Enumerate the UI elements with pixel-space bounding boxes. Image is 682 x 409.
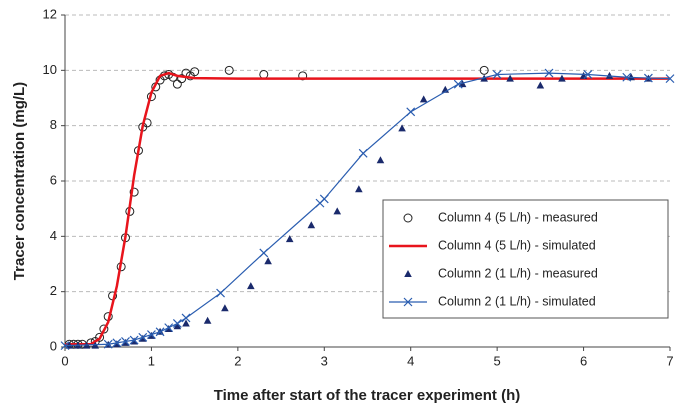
point <box>627 73 635 81</box>
y-tick-label: 2 <box>50 283 57 298</box>
x-axis-title: Time after start of the tracer experimen… <box>214 387 520 404</box>
point <box>307 221 316 229</box>
point <box>181 313 191 323</box>
point <box>398 124 406 132</box>
x-tick-label: 6 <box>580 353 587 368</box>
point <box>506 74 514 82</box>
y-tick-label: 12 <box>43 6 57 21</box>
point <box>221 304 229 312</box>
y-tick-label: 6 <box>50 172 57 187</box>
point <box>121 337 130 346</box>
point <box>129 335 139 345</box>
point <box>536 81 545 89</box>
y-axis-title: Tracer concentration (mg/L) <box>11 82 28 280</box>
point <box>544 68 554 78</box>
legend-label: Column 4 (5 L/h) - simulated <box>438 238 596 252</box>
point <box>172 319 182 328</box>
x-tick-label: 7 <box>666 353 673 368</box>
y-tick-label: 10 <box>43 62 57 77</box>
point <box>643 73 653 83</box>
x-tick-label: 3 <box>321 353 328 368</box>
series-line <box>65 71 670 346</box>
point <box>164 323 174 333</box>
point <box>622 72 632 82</box>
y-tick-label: 0 <box>50 338 57 353</box>
point <box>129 187 139 197</box>
point <box>155 327 165 337</box>
point <box>355 185 363 193</box>
point <box>264 257 272 265</box>
point <box>112 338 122 348</box>
x-tick-label: 1 <box>148 353 155 368</box>
point <box>147 330 156 339</box>
point <box>182 319 190 327</box>
point <box>319 194 329 204</box>
point <box>60 341 70 351</box>
point <box>216 288 225 298</box>
point <box>376 156 385 164</box>
point <box>583 70 593 79</box>
point <box>358 148 368 158</box>
y-tick-label: 8 <box>50 117 57 132</box>
point <box>138 332 148 342</box>
point <box>103 339 113 349</box>
x-tick-label: 4 <box>407 353 414 368</box>
point <box>203 316 212 324</box>
legend-label: Column 4 (5 L/h) - measured <box>438 210 598 224</box>
series-line <box>64 72 671 347</box>
legend: Column 4 (5 L/h) - measured Column 4 (5 L… <box>382 199 669 319</box>
x-tick-label: 0 <box>61 353 68 368</box>
point <box>558 74 566 82</box>
legend-marker <box>404 270 412 277</box>
point <box>190 67 200 77</box>
point <box>177 74 187 84</box>
x-tick-label: 5 <box>494 353 501 368</box>
point <box>479 65 489 75</box>
y-tick-label: 4 <box>50 228 57 243</box>
legend-marker <box>403 213 413 223</box>
point <box>224 65 234 75</box>
x-tick-label: 2 <box>234 353 241 368</box>
point <box>665 74 675 84</box>
point <box>419 95 428 103</box>
point <box>492 70 502 79</box>
point <box>259 248 269 258</box>
point <box>333 207 342 215</box>
legend-label: Column 2 (1 L/h) - measured <box>438 266 598 280</box>
legend-box <box>382 199 669 319</box>
point <box>259 69 269 79</box>
point <box>247 282 255 290</box>
legend-marker <box>403 297 413 307</box>
point <box>95 332 105 342</box>
point <box>285 235 294 243</box>
point <box>605 71 614 79</box>
legend-label: Column 2 (1 L/h) - simulated <box>438 294 596 308</box>
point <box>406 107 416 117</box>
point <box>172 79 182 89</box>
point <box>453 79 463 89</box>
point <box>173 322 182 330</box>
